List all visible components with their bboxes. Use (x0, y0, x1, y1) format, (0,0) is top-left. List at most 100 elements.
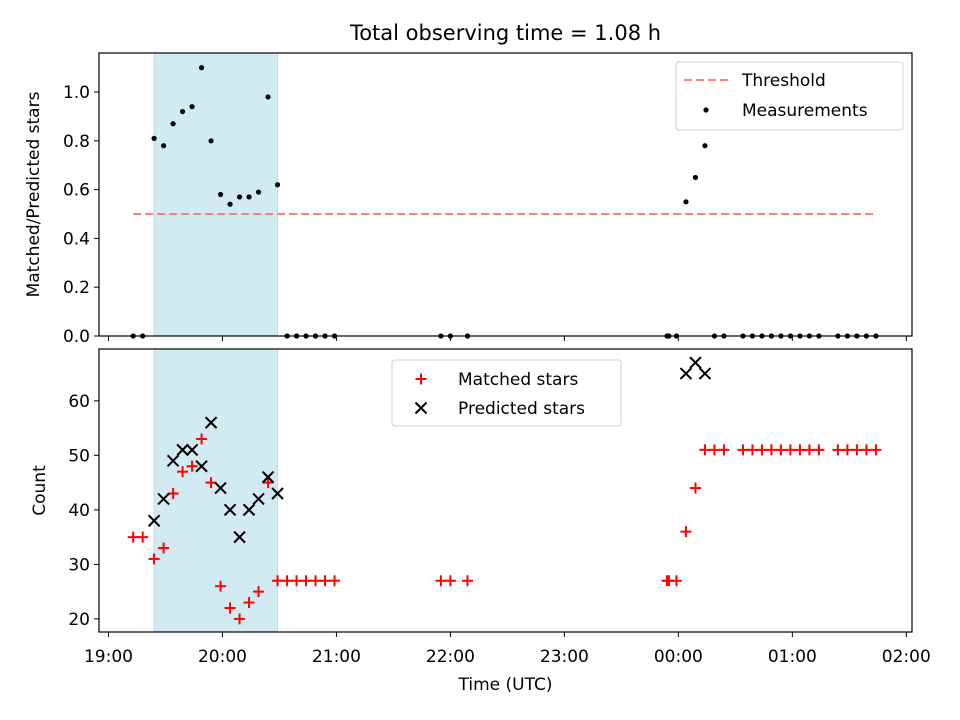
x-tick-label: 20:00 (198, 647, 247, 667)
matched-star-point (148, 553, 160, 565)
matched-star-point (177, 466, 189, 478)
cross-stroke (261, 470, 275, 484)
legend-predicted-label: Predicted stars (458, 399, 585, 419)
predicted-star-point (166, 454, 180, 467)
measurement-point (198, 65, 205, 71)
top-panel-frame (98, 52, 913, 337)
measurement-point (170, 121, 176, 127)
matched-star-point (300, 575, 312, 587)
matched-star-point (291, 575, 303, 587)
matched-star-point (832, 444, 844, 456)
x-tick-label: 22:00 (426, 647, 475, 667)
measurement-point (227, 201, 233, 207)
measurement-point (246, 194, 252, 200)
measurement-point (274, 182, 281, 188)
matched-star-point (196, 433, 208, 445)
matched-star-point (281, 575, 293, 587)
predicted-star-point (271, 487, 284, 500)
legend-predicted-symbol (414, 401, 428, 415)
cross-stroke (271, 487, 284, 500)
matched-star-point (765, 444, 777, 456)
y-tick-label: 1.0 (63, 83, 90, 103)
cross-stroke (147, 514, 161, 527)
chart-title: Total observing time = 1.08 h (349, 21, 661, 45)
matched-star-point (689, 482, 701, 494)
matched-star-point (708, 444, 720, 456)
cross-stroke (185, 443, 199, 457)
matched-star-point (319, 575, 331, 587)
legend-cross-symbol (414, 401, 428, 415)
matched-star-point (680, 526, 692, 538)
highlight-span-bottom (153, 348, 279, 633)
measurement-point (683, 199, 689, 205)
matched-star-point (718, 444, 730, 456)
y-tick-label: 0.0 (63, 327, 90, 347)
bottom-panel-marks (127, 356, 882, 625)
x-tick-label: 00:00 (654, 647, 703, 667)
x-axis-label: Time (UTC) (458, 675, 553, 695)
predicted-star-point (157, 492, 170, 506)
top-legend-box (675, 61, 904, 131)
cross-stroke (157, 492, 170, 506)
bottom-panel-ticks: 20 30 40 50 60 19:00 20:00 21:00 22:00 23:00 00:00… (68, 392, 930, 667)
x-tick-label: 02:00 (882, 647, 931, 667)
matched-star-point (243, 597, 255, 609)
highlight-span-top (153, 52, 279, 337)
x-tick-label: 19:00 (84, 647, 133, 667)
matched-star-point (670, 575, 682, 587)
measurement-point (217, 191, 224, 198)
predicted-star-point (195, 460, 208, 473)
matched-star-point (329, 575, 341, 587)
matched-star-point (127, 531, 139, 543)
predicted-star-point (185, 443, 199, 457)
matched-star-point (737, 444, 749, 456)
matched-star-point (310, 575, 322, 587)
y-tick-label: 0.6 (63, 181, 90, 201)
predicted-star-point (261, 470, 275, 484)
x-tick-label: 23:00 (540, 647, 589, 667)
matched-star-point (167, 487, 179, 499)
top-panel: 0.0 0.2 0.4 0.6 0.8 1.0 Total observing time … (24, 21, 913, 347)
bottom-y-axis-label: Count (30, 465, 50, 516)
matched-star-point (803, 444, 815, 456)
bottom-panel: 20 30 40 50 60 19:00 20:00 21:00 22:00 23:00 00:00… (30, 348, 931, 695)
matched-star-point (860, 444, 872, 456)
y-tick-label: 50 (68, 446, 90, 466)
y-tick-label: 0.4 (63, 229, 90, 249)
matched-star-point (435, 575, 447, 587)
predicted-star-point (223, 503, 237, 517)
matched-star-point (137, 531, 149, 543)
predicted-star-point (679, 367, 693, 380)
cross-stroke (679, 367, 693, 380)
matched-star-point (158, 542, 170, 554)
cross-stroke (223, 503, 237, 517)
matched-star-point (215, 580, 227, 592)
predicted-star-point (689, 356, 702, 369)
measurement-point (208, 138, 214, 144)
y-tick-label: 20 (68, 610, 90, 630)
legend-matched-label: Matched stars (458, 370, 578, 390)
matched-star-point (746, 444, 758, 456)
x-tick-label: 21:00 (312, 647, 361, 667)
matched-star-point (841, 444, 853, 456)
bottom-panel-frame (98, 348, 913, 633)
measurement-point (151, 135, 157, 141)
bottom-legend-box (391, 359, 622, 427)
y-tick-label: 0.8 (63, 132, 90, 152)
matched-star-point (813, 444, 825, 456)
cross-stroke (204, 416, 218, 429)
y-tick-label: 40 (68, 501, 90, 521)
y-tick-label: 30 (68, 555, 90, 575)
matched-star-point (444, 575, 456, 587)
measurement-point (692, 174, 699, 181)
x-tick-label: 01:00 (768, 647, 817, 667)
top-legend: Threshold Measurements (675, 61, 904, 131)
predicted-star-point (204, 416, 218, 429)
predicted-star-point (252, 492, 265, 506)
cross-stroke (166, 454, 180, 467)
cross-stroke (698, 367, 712, 380)
matched-star-point (756, 444, 768, 456)
measurement-point (255, 189, 262, 195)
cross-stroke (689, 356, 702, 369)
